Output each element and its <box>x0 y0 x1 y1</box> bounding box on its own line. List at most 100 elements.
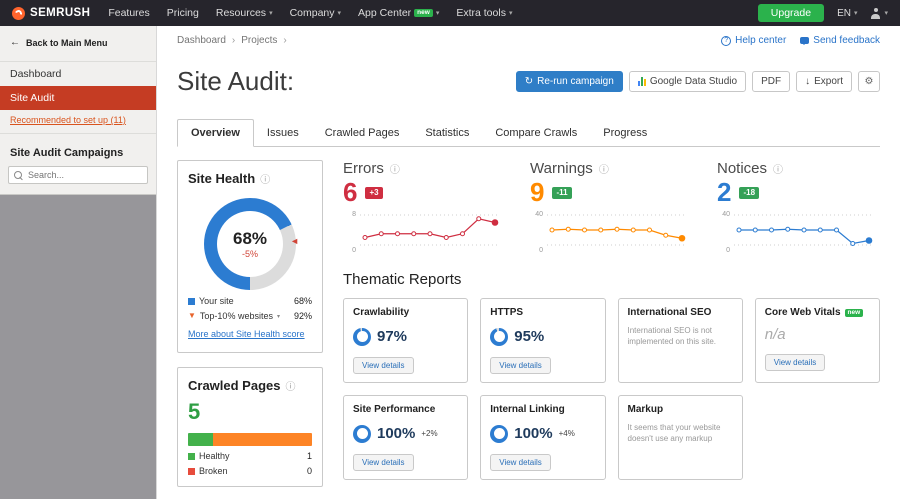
https-percent: 95% <box>514 328 545 346</box>
sidebar-item-dashboard[interactable]: Dashboard <box>10 68 62 80</box>
broken-swatch <box>188 467 195 475</box>
bar-segment-healthy <box>188 433 213 446</box>
tab-crawled-pages[interactable]: Crawled Pages <box>324 127 400 139</box>
warnings-yaxis: 40 0 <box>535 210 543 254</box>
markup-title: Markup <box>627 403 664 415</box>
site-performance-title: Site Performance <box>353 403 436 415</box>
divider <box>0 133 156 134</box>
info-icon[interactable]: ⓘ <box>389 165 400 176</box>
help-center-label: Help center <box>735 35 787 46</box>
site-health-card: Site Health ⓘ 68% -5% ◄ Your site <box>177 160 323 353</box>
thematic-card-markup: Markup It seems that your website doesn'… <box>617 394 743 480</box>
overview-content: Site Health ⓘ 68% -5% ◄ Your site <box>177 160 880 499</box>
errors-title: Errors <box>343 160 384 177</box>
semrush-logo[interactable]: SEMRUSH <box>12 6 91 20</box>
gear-icon: ⚙ <box>864 76 874 87</box>
left-column: Site Health ⓘ 68% -5% ◄ Your site <box>177 160 323 499</box>
breadcrumb-dashboard[interactable]: Dashboard <box>177 35 226 46</box>
settings-button[interactable]: ⚙ <box>858 71 880 92</box>
search-input[interactable] <box>28 170 142 180</box>
semrush-logo-icon <box>12 6 25 20</box>
internal-linking-view-details-button[interactable]: View details <box>490 453 551 471</box>
triangle-down-icon: ▼ <box>188 311 196 320</box>
nav-app-center-label: App Center <box>358 7 412 19</box>
internal-linking-delta: +4% <box>558 429 575 439</box>
broken-label: Broken <box>199 466 228 476</box>
brand-name: SEMRUSH <box>30 7 91 19</box>
crawled-pages-bar <box>188 433 312 446</box>
chevron-down-icon: ▾ <box>508 10 513 17</box>
thematic-reports-title: Thematic Reports <box>343 270 462 288</box>
legend-broken: Broken 0 <box>188 466 312 476</box>
tab-overview[interactable]: Overview <box>177 119 254 147</box>
body-row: ← Back to Main Menu Dashboard Site Audit… <box>0 26 900 499</box>
rerun-label: Re-run campaign <box>537 76 614 87</box>
tab-issues[interactable]: Issues <box>266 127 299 139</box>
https-view-details-button[interactable]: View details <box>490 356 551 374</box>
site-health-more-link[interactable]: More about Site Health score <box>188 329 305 339</box>
site-health-title: Site Health <box>188 171 256 186</box>
core-web-vitals-view-details-button[interactable]: View details <box>764 353 826 371</box>
new-badge: new <box>844 308 864 318</box>
info-icon[interactable]: ⓘ <box>598 165 609 176</box>
chevron-down-icon: ▾ <box>269 10 273 17</box>
thematic-card-internal-linking: Internal Linking 100% +4% View details <box>480 394 606 480</box>
sidebar-item-site-audit[interactable]: Site Audit <box>0 86 156 110</box>
site-performance-gauge <box>353 424 371 443</box>
tabs: Overview Issues Crawled Pages Statistics… <box>177 119 880 147</box>
thematic-card-core-web-vitals: Core Web Vitals new n/a View details <box>754 297 880 383</box>
top-navigation: SEMRUSH Features Pricing Resources ▾ Comp… <box>0 0 900 26</box>
warnings-metric: Warnings ⓘ 9 -11 40 0 <box>530 160 693 255</box>
info-icon[interactable]: ⓘ <box>285 382 296 393</box>
language-selector[interactable]: EN ▾ <box>837 8 857 19</box>
notices-chart: 40 0 <box>717 210 880 255</box>
nav-item-features[interactable]: Features <box>108 7 149 19</box>
errors-value: 6 <box>343 177 358 207</box>
recommended-setup-link[interactable]: Recommended to set up (11) <box>10 115 126 125</box>
chevron-down-icon: ▾ <box>884 10 888 17</box>
healthy-label: Healthy <box>199 451 230 461</box>
breadcrumb-projects[interactable]: Projects <box>241 35 278 46</box>
back-to-main-menu[interactable]: ← Back to Main Menu <box>0 26 156 61</box>
crawlability-view-details-button[interactable]: View details <box>353 356 414 374</box>
nav-item-app-center[interactable]: App Center new ▾ <box>358 7 439 19</box>
site-health-delta: -5% <box>241 249 258 259</box>
tab-statistics[interactable]: Statistics <box>425 127 470 139</box>
sidebar: ← Back to Main Menu Dashboard Site Audit… <box>0 26 157 499</box>
header-row: Dashboard › Projects › ? Help center Send… <box>177 35 880 46</box>
https-gauge <box>490 327 509 346</box>
site-performance-delta: +2% <box>421 429 438 439</box>
nav-item-company[interactable]: Company ▾ <box>290 7 341 19</box>
thematic-card-international-seo: International SEO International SEO is n… <box>617 297 743 383</box>
international-seo-title: International SEO <box>627 306 712 318</box>
nav-item-resources[interactable]: Resources ▾ <box>216 7 273 19</box>
export-button[interactable]: ↓ Export <box>796 71 852 92</box>
new-badge: new <box>414 8 433 18</box>
gds-label: Google Data Studio <box>649 76 738 87</box>
internal-linking-percent: 100% <box>514 425 553 443</box>
upgrade-button[interactable]: Upgrade <box>757 4 825 22</box>
feedback-icon <box>800 37 810 45</box>
info-icon[interactable]: ⓘ <box>260 175 271 186</box>
user-menu[interactable]: ▾ <box>870 7 888 19</box>
rerun-campaign-button[interactable]: ↻ Re-run campaign <box>515 71 623 92</box>
pdf-button[interactable]: PDF <box>752 71 791 92</box>
legend-top10-websites[interactable]: ▼ Top-10% websites ▾ 92% <box>188 311 312 321</box>
tab-compare-crawls[interactable]: Compare Crawls <box>495 127 578 139</box>
site-performance-view-details-button[interactable]: View details <box>353 453 414 471</box>
help-center-link[interactable]: ? Help center <box>721 35 786 46</box>
campaign-search[interactable] <box>8 166 148 184</box>
nav-item-extra-tools[interactable]: Extra tools ▾ <box>456 7 512 19</box>
tab-progress[interactable]: Progress <box>603 127 648 139</box>
notices-title: Notices <box>717 160 768 177</box>
info-icon[interactable]: ⓘ <box>773 165 784 176</box>
thematic-card-https: HTTPS 95% View details <box>480 297 606 383</box>
google-data-studio-button[interactable]: Google Data Studio <box>628 71 747 92</box>
nav-pricing-label: Pricing <box>166 7 199 19</box>
warnings-title: Warnings <box>530 160 593 177</box>
send-feedback-link[interactable]: Send feedback <box>800 35 880 46</box>
nav-item-pricing[interactable]: Pricing <box>167 7 199 19</box>
chevron-right-icon: › <box>231 35 236 46</box>
